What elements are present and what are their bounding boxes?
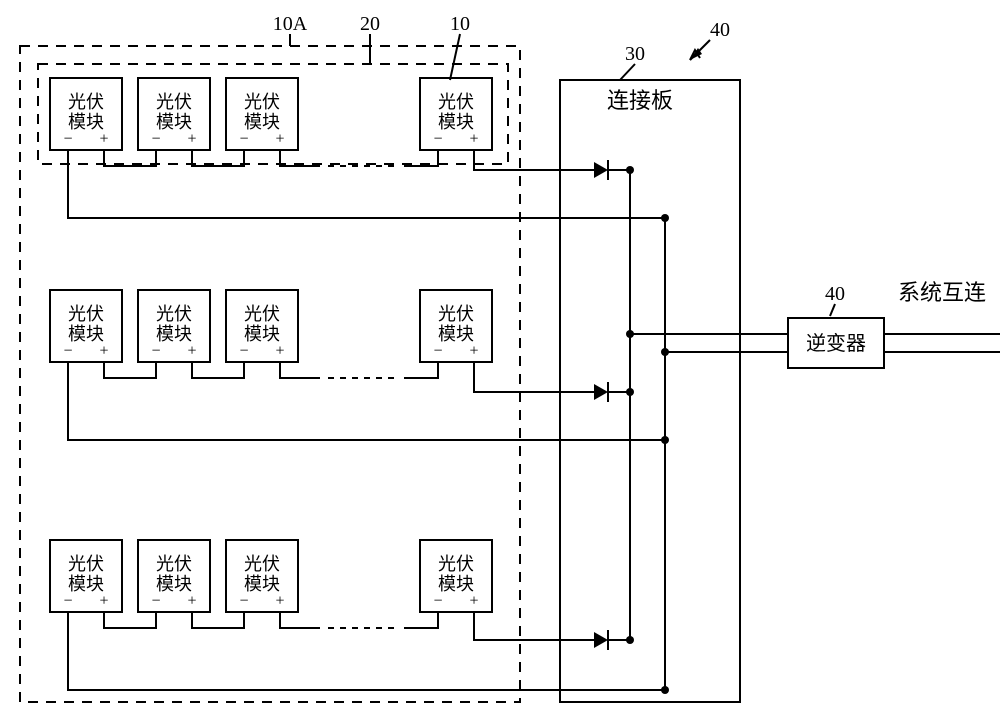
label-20: 20	[360, 13, 380, 35]
inverter-title: 逆变器	[806, 332, 866, 355]
label-10: 10	[450, 13, 470, 35]
label-10A: 10A	[273, 13, 308, 35]
label-30: 30	[625, 43, 645, 65]
label-40-arrow: 40	[710, 19, 730, 41]
connection-board-title: 连接板	[607, 88, 673, 113]
string-3	[50, 540, 669, 694]
system-interconnect-label: 系统互连	[898, 280, 986, 305]
label-40-inverter: 40	[825, 283, 845, 305]
array-dashed-box	[20, 46, 520, 702]
string-2	[50, 290, 669, 444]
string-1	[38, 64, 669, 222]
